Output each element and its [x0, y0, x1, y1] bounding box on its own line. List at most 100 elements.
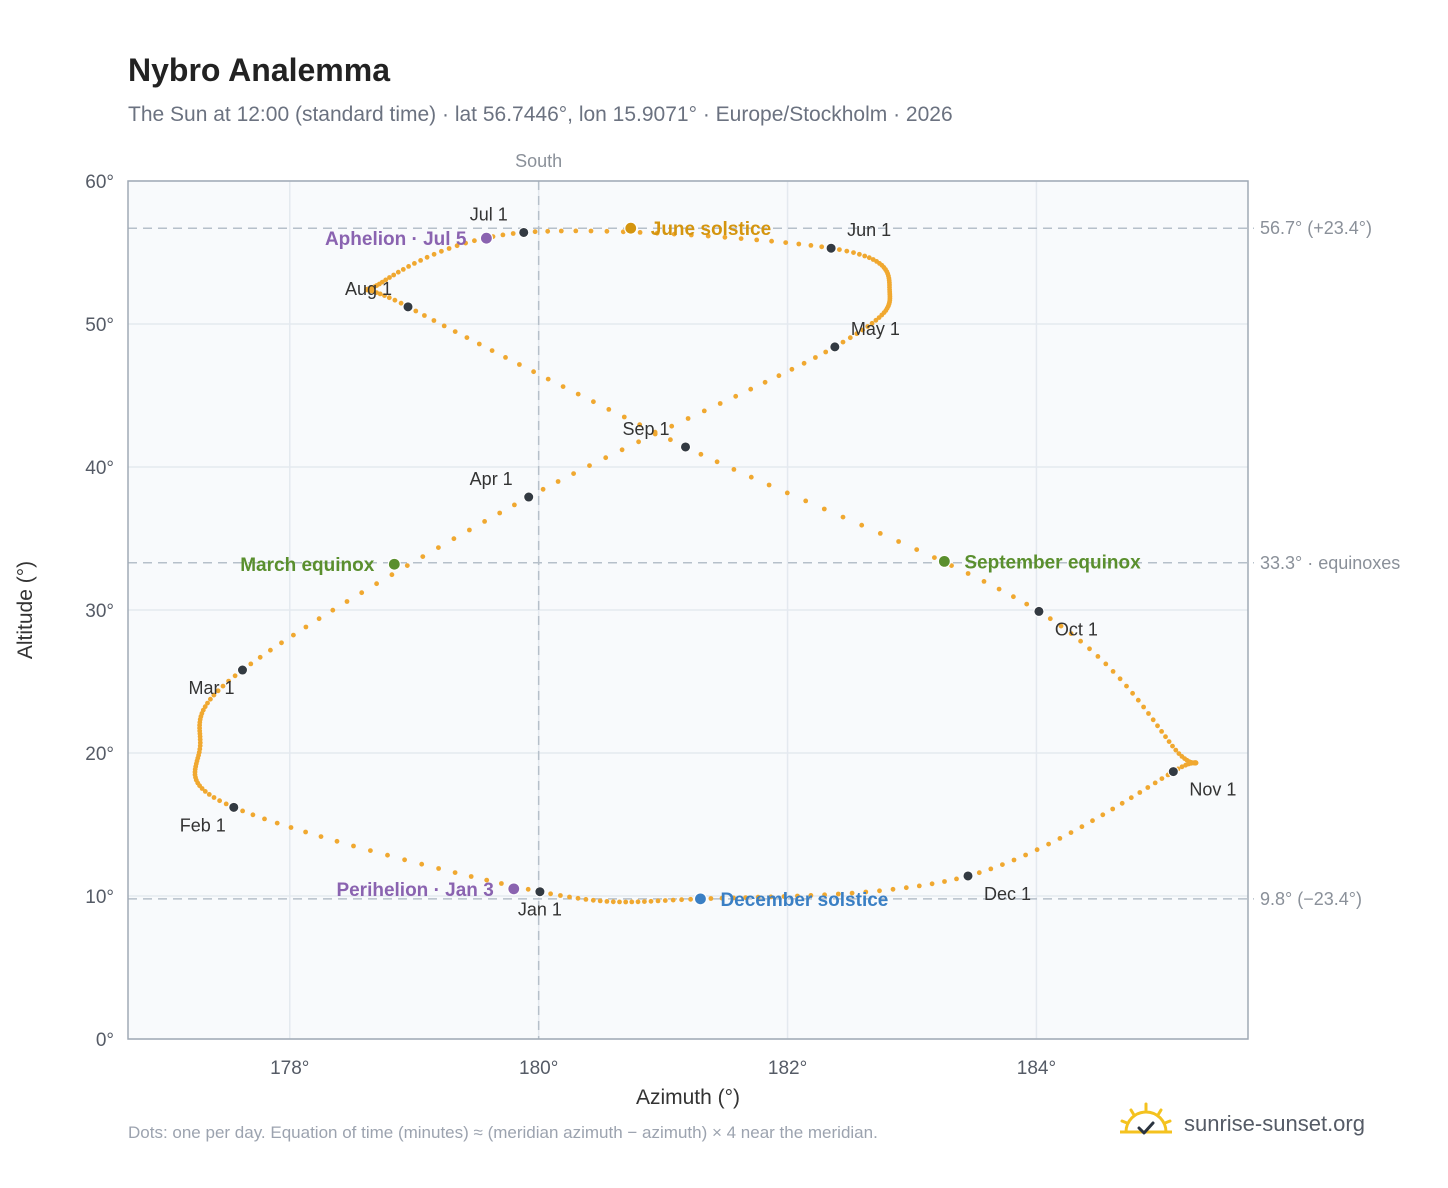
- reference-line-label: 56.7° (+23.4°): [1260, 218, 1372, 238]
- meridian-label: South: [515, 151, 562, 171]
- daily-sun-dot: [642, 899, 647, 904]
- daily-sun-dot: [482, 519, 487, 524]
- daily-sun-dot: [822, 892, 827, 898]
- daily-sun-dot: [617, 899, 622, 905]
- event-marker: [624, 221, 638, 235]
- daily-sun-dot: [560, 384, 566, 389]
- daily-sun-dot: [392, 297, 398, 303]
- daily-sun-dot: [597, 898, 603, 904]
- daily-sun-dot: [240, 808, 246, 814]
- daily-sun-dot: [1170, 743, 1175, 749]
- x-tick-label: 180°: [519, 1058, 558, 1079]
- daily-sun-dot: [382, 293, 387, 298]
- daily-sun-dot: [813, 355, 818, 360]
- daily-sun-dot: [406, 264, 411, 269]
- event-label: March equinox: [240, 555, 375, 576]
- daily-sun-dot: [1183, 762, 1188, 768]
- daily-sun-dot: [500, 232, 506, 238]
- daily-sun-dot: [573, 228, 579, 234]
- daily-sun-dot: [463, 240, 468, 246]
- daily-sun-dot: [1124, 683, 1129, 689]
- daily-sun-dot: [860, 327, 865, 333]
- daily-sun-dot: [916, 883, 922, 889]
- daily-sun-dot: [637, 422, 643, 428]
- daily-sun-dot: [719, 895, 725, 901]
- daily-sun-dot: [1137, 790, 1143, 795]
- daily-sun-dot: [679, 897, 684, 903]
- daily-sun-dot: [374, 581, 379, 587]
- daily-sun-dot: [870, 257, 876, 262]
- daily-sun-dot: [545, 376, 551, 382]
- daily-sun-dot: [619, 447, 625, 453]
- event-label: Perihelion · Jan 3: [336, 880, 493, 901]
- daily-sun-dot: [395, 269, 401, 275]
- daily-sun-dot: [303, 624, 309, 630]
- daily-sun-dot: [783, 240, 789, 246]
- brand-logo[interactable]: sunrise-sunset.org: [1120, 1102, 1365, 1146]
- daily-sun-dot: [637, 230, 643, 235]
- month-marker: [680, 441, 692, 453]
- event-marker: [387, 557, 401, 571]
- daily-sun-dot: [591, 399, 596, 405]
- daily-sun-dot: [334, 838, 340, 844]
- daily-sun-dot: [1146, 711, 1151, 716]
- brand-name: sunrise-sunset.org: [1184, 1111, 1365, 1136]
- daily-sun-dot: [981, 579, 987, 584]
- daily-sun-dot: [1047, 616, 1053, 622]
- daily-sun-dot: [368, 848, 373, 853]
- daily-sun-dot: [330, 607, 336, 613]
- event-markers: June solstice Aphelion · Jul 5 March equin…: [240, 219, 1141, 911]
- daily-sun-dot: [636, 439, 641, 445]
- event-marker: [507, 882, 521, 896]
- daily-sun-dot: [863, 889, 869, 895]
- month-marker-label: Mar 1: [188, 678, 234, 698]
- daily-sun-dot: [318, 834, 324, 839]
- daily-sun-dot: [762, 379, 768, 385]
- daily-sun-dot: [648, 898, 654, 904]
- month-marker-label: Feb 1: [180, 815, 226, 835]
- daily-sun-dot: [497, 510, 503, 516]
- daily-sun-dot: [655, 898, 661, 904]
- month-marker: [1167, 766, 1179, 778]
- daily-sun-dot: [545, 228, 551, 234]
- daily-sun-dot: [801, 360, 807, 366]
- daily-sun-dot: [606, 407, 612, 412]
- daily-sun-dot: [439, 248, 444, 254]
- month-marker: [1033, 605, 1045, 617]
- daily-sun-dot: [662, 898, 668, 903]
- month-marker-label: Aug 1: [345, 279, 392, 299]
- daily-sun-dot: [748, 474, 754, 480]
- daily-sun-dot: [717, 401, 723, 406]
- daily-sun-dot: [517, 362, 522, 367]
- daily-sun-dot: [1110, 669, 1116, 674]
- daily-sun-dot: [268, 647, 273, 653]
- daily-sun-dot: [489, 348, 495, 353]
- daily-sun-dot: [808, 243, 814, 248]
- meridian-line: South: [515, 151, 562, 1039]
- month-marker: [236, 664, 248, 676]
- daily-sun-dot: [431, 318, 437, 323]
- footnote: Dots: one per day. Equation of time (min…: [128, 1123, 878, 1142]
- daily-sun-dot: [701, 408, 707, 414]
- x-axis-label: Azimuth (°): [636, 1086, 740, 1109]
- daily-sun-dot: [226, 678, 232, 684]
- month-marker: [402, 301, 414, 313]
- daily-sun-dot: [789, 366, 795, 372]
- daily-sun-dot: [896, 539, 901, 544]
- daily-sun-dot: [248, 661, 254, 667]
- y-tick-label: 40°: [85, 458, 114, 479]
- daily-sun-dot: [769, 238, 774, 244]
- daily-sun-dot: [391, 272, 397, 278]
- daily-sun-dot: [823, 349, 829, 355]
- daily-sun-dot: [1024, 601, 1030, 607]
- daily-sun-dot: [374, 290, 379, 295]
- daily-sun-dot: [575, 895, 581, 901]
- daily-sun-dot: [620, 229, 626, 235]
- y-tick-label: 50°: [85, 315, 114, 336]
- daily-sun-dot: [422, 313, 427, 318]
- daily-sun-dot: [688, 896, 693, 902]
- reference-line-label: 9.8° (−23.4°): [1260, 889, 1362, 909]
- daily-sun-dot: [849, 890, 855, 896]
- daily-sun-dot: [386, 295, 392, 301]
- daily-sun-dot: [558, 228, 564, 234]
